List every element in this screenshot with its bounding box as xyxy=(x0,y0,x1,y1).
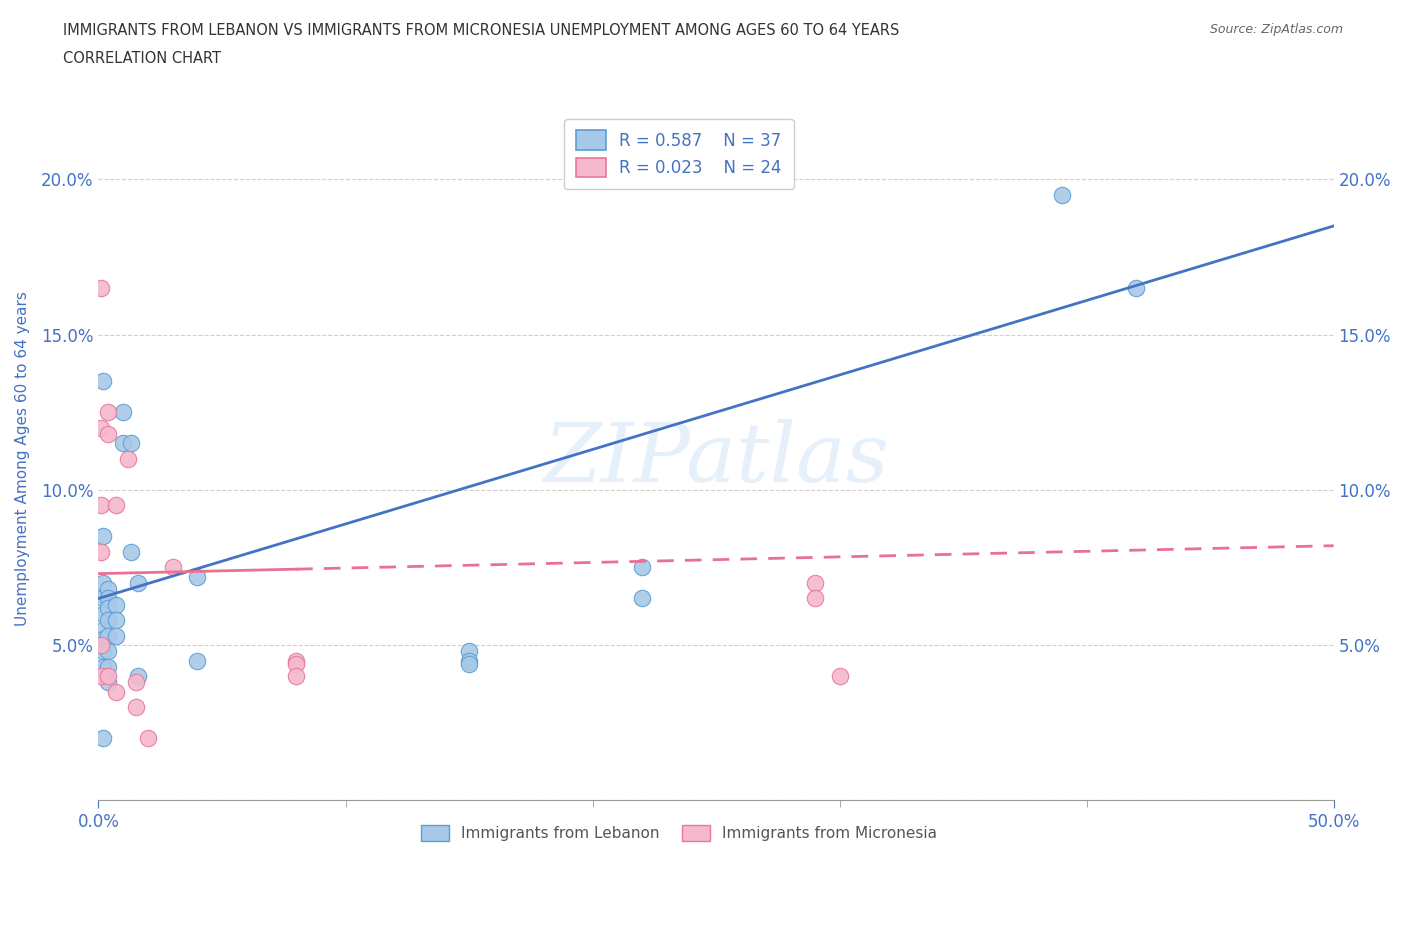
Point xyxy=(631,591,654,606)
Point xyxy=(136,731,159,746)
Point xyxy=(90,281,112,296)
Point xyxy=(97,601,120,616)
Point xyxy=(104,498,127,512)
Point xyxy=(458,653,481,668)
Point xyxy=(828,669,851,684)
Point xyxy=(97,644,120,658)
Point xyxy=(97,427,120,442)
Point xyxy=(90,669,112,684)
Point xyxy=(120,544,142,559)
Point xyxy=(93,374,115,389)
Point xyxy=(458,644,481,658)
Point xyxy=(127,669,149,684)
Point xyxy=(631,560,654,575)
Point xyxy=(186,569,208,584)
Point xyxy=(97,582,120,597)
Point xyxy=(93,731,115,746)
Point xyxy=(124,699,146,714)
Point xyxy=(97,659,120,674)
Point xyxy=(97,675,120,690)
Text: IMMIGRANTS FROM LEBANON VS IMMIGRANTS FROM MICRONESIA UNEMPLOYMENT AMONG AGES 60: IMMIGRANTS FROM LEBANON VS IMMIGRANTS FR… xyxy=(63,23,900,38)
Y-axis label: Unemployment Among Ages 60 to 64 years: Unemployment Among Ages 60 to 64 years xyxy=(15,291,30,626)
Point xyxy=(93,631,115,646)
Text: Source: ZipAtlas.com: Source: ZipAtlas.com xyxy=(1209,23,1343,36)
Point xyxy=(104,613,127,628)
Point xyxy=(97,613,120,628)
Point xyxy=(285,653,308,668)
Point xyxy=(104,597,127,612)
Point xyxy=(112,436,135,451)
Point xyxy=(804,591,827,606)
Point xyxy=(458,657,481,671)
Legend: Immigrants from Lebanon, Immigrants from Micronesia: Immigrants from Lebanon, Immigrants from… xyxy=(415,819,943,847)
Point xyxy=(93,591,115,606)
Point xyxy=(285,657,308,671)
Point xyxy=(127,576,149,591)
Point xyxy=(104,629,127,644)
Text: CORRELATION CHART: CORRELATION CHART xyxy=(63,51,221,66)
Point xyxy=(97,629,120,644)
Point xyxy=(112,405,135,419)
Point xyxy=(93,576,115,591)
Point xyxy=(124,675,146,690)
Point xyxy=(93,659,115,674)
Point xyxy=(117,451,139,466)
Point xyxy=(90,498,112,512)
Point xyxy=(186,653,208,668)
Point xyxy=(162,560,184,575)
Point xyxy=(90,638,112,653)
Point xyxy=(285,669,308,684)
Text: ZIPatlas: ZIPatlas xyxy=(543,418,889,498)
Point xyxy=(93,606,115,621)
Point xyxy=(104,684,127,699)
Point xyxy=(97,591,120,606)
Point xyxy=(97,669,120,684)
Point xyxy=(90,420,112,435)
Point xyxy=(97,405,120,419)
Point xyxy=(1125,281,1147,296)
Point xyxy=(93,529,115,544)
Point xyxy=(804,576,827,591)
Point xyxy=(93,644,115,658)
Point xyxy=(93,622,115,637)
Point xyxy=(90,544,112,559)
Point xyxy=(120,436,142,451)
Point xyxy=(1050,188,1073,203)
